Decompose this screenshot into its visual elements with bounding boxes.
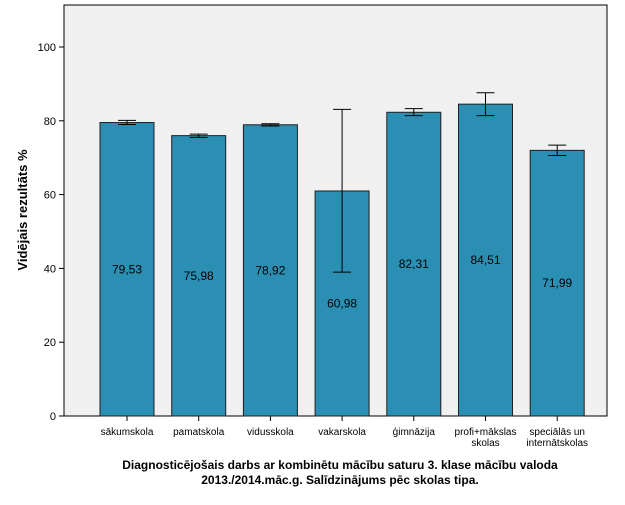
x-tick-label: profi+mākslas	[455, 427, 517, 438]
bar	[242, 124, 298, 417]
x-tick-label: pamatskola	[173, 427, 225, 438]
x-axis-title-line-1: Diagnosticējošais darbs ar kombinētu māc…	[122, 458, 558, 472]
x-tick-label: vidusskola	[247, 427, 294, 438]
data-label: 78,92	[255, 263, 285, 277]
x-tick-label: sākumskola	[101, 427, 154, 438]
data-label: 84,51	[470, 253, 500, 267]
y-tick-label: 80	[44, 116, 56, 128]
value-labels: 79,53 75,98 78,92 60,98 82,31 84,51 71,99	[112, 253, 573, 310]
y-tick-label: 100	[38, 42, 56, 54]
data-label: 60,98	[327, 296, 357, 310]
bar	[458, 103, 513, 417]
bar	[99, 122, 155, 417]
bar	[529, 149, 585, 417]
x-axis-title-line-2: 2013./2014.māc.g. Salīdzinājums pēc skol…	[201, 473, 478, 487]
y-tick-label: 60	[44, 190, 56, 202]
error-bars	[118, 92, 567, 273]
x-tick-label: speciālās un	[529, 427, 585, 438]
x-axis: sākumskola pamatskola vidusskola vakarskola…	[101, 416, 588, 449]
data-label: 71,99	[542, 276, 572, 290]
x-tick-label: vakarskola	[318, 427, 366, 438]
y-axis: 0 20 40 60 80 100	[38, 42, 64, 423]
x-tick-label: ģimnāzija	[393, 425, 436, 438]
data-label: 75,98	[184, 269, 214, 283]
bars	[99, 103, 585, 417]
y-tick-label: 0	[50, 411, 56, 423]
y-axis-title: Vidējais rezultāts %	[15, 149, 30, 271]
bar	[171, 135, 227, 417]
bar	[386, 111, 442, 417]
data-label: 82,31	[399, 257, 429, 271]
y-tick-label: 40	[44, 263, 56, 275]
data-label: 79,53	[112, 262, 142, 276]
x-tick-label: internātskolas	[526, 438, 588, 449]
y-tick-label: 20	[44, 337, 56, 349]
x-tick-label: skolas	[471, 438, 499, 449]
